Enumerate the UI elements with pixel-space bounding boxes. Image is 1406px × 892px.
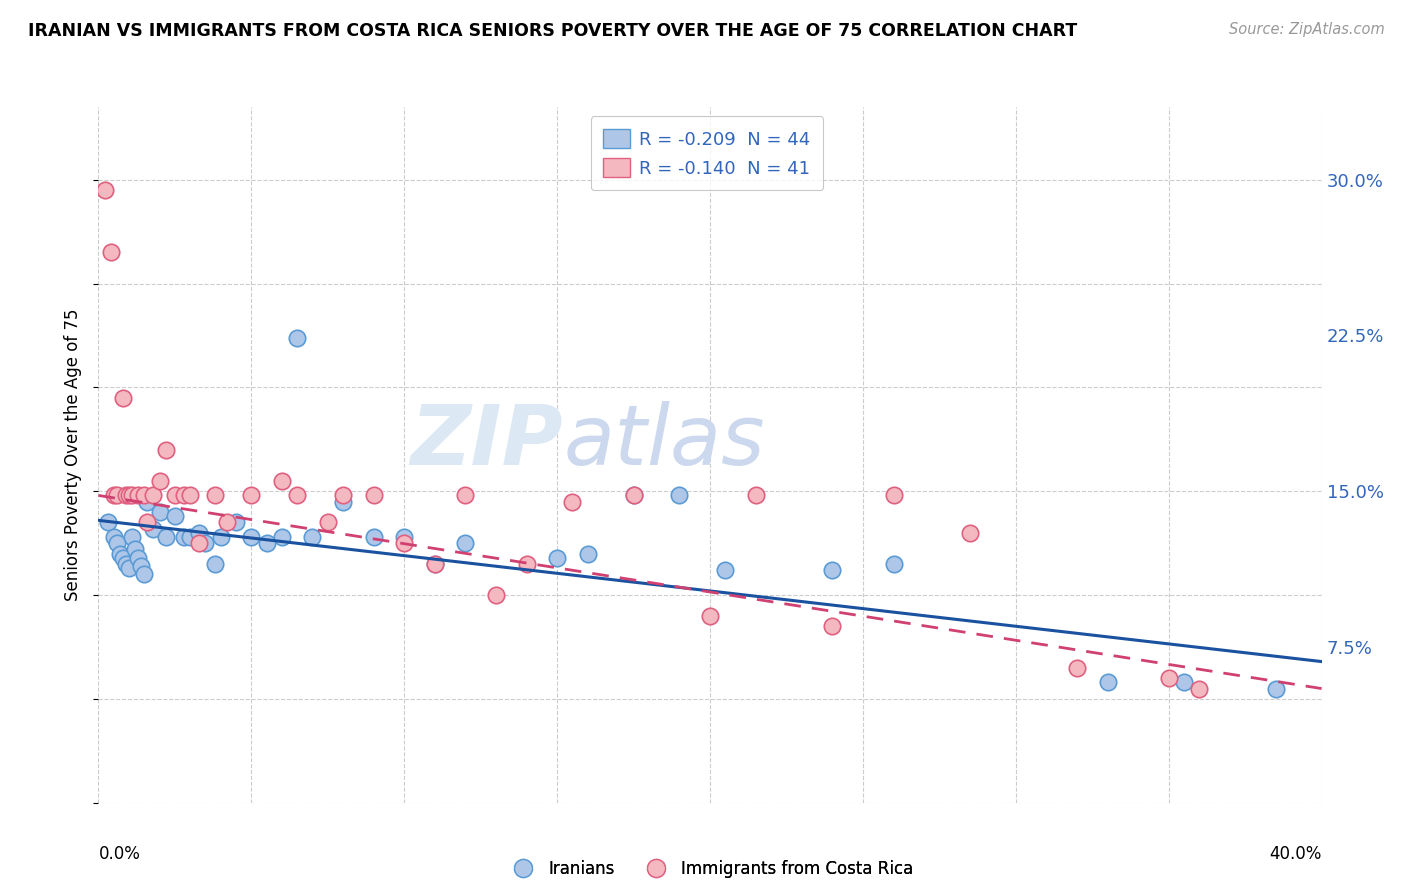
Point bbox=[301, 530, 323, 544]
Y-axis label: Seniors Poverty Over the Age of 75: Seniors Poverty Over the Age of 75 bbox=[65, 309, 83, 601]
Point bbox=[194, 536, 217, 550]
Point bbox=[103, 530, 125, 544]
Point bbox=[240, 488, 263, 502]
Point bbox=[149, 474, 172, 488]
Point bbox=[883, 557, 905, 571]
Point bbox=[1188, 681, 1211, 696]
Point bbox=[105, 536, 128, 550]
Point bbox=[561, 494, 583, 508]
Text: Source: ZipAtlas.com: Source: ZipAtlas.com bbox=[1229, 22, 1385, 37]
Point bbox=[363, 530, 385, 544]
Point bbox=[332, 488, 354, 502]
Point bbox=[1066, 661, 1088, 675]
Point bbox=[1173, 675, 1195, 690]
Point bbox=[959, 525, 981, 540]
Point bbox=[623, 488, 645, 502]
Point bbox=[454, 488, 477, 502]
Point bbox=[111, 550, 134, 565]
Point bbox=[188, 536, 211, 550]
Point bbox=[155, 442, 177, 457]
Point bbox=[485, 588, 508, 602]
Text: atlas: atlas bbox=[564, 401, 765, 482]
Point bbox=[1097, 675, 1119, 690]
Point bbox=[127, 550, 149, 565]
Text: ZIP: ZIP bbox=[411, 401, 564, 482]
Point bbox=[240, 530, 263, 544]
Point bbox=[714, 563, 737, 577]
Point bbox=[821, 619, 844, 633]
Point bbox=[129, 559, 152, 574]
Point bbox=[516, 557, 538, 571]
Point bbox=[173, 530, 195, 544]
Point bbox=[115, 488, 138, 502]
Point bbox=[270, 530, 292, 544]
Point bbox=[179, 530, 201, 544]
Point bbox=[883, 488, 905, 502]
Point bbox=[115, 557, 138, 571]
Point bbox=[149, 505, 172, 519]
Point bbox=[93, 183, 115, 197]
Point bbox=[121, 530, 143, 544]
Point bbox=[256, 536, 278, 550]
Point bbox=[97, 516, 120, 530]
Point bbox=[142, 522, 165, 536]
Point bbox=[423, 557, 446, 571]
Point bbox=[699, 608, 721, 623]
Point bbox=[1264, 681, 1286, 696]
Point bbox=[136, 494, 159, 508]
Point bbox=[142, 488, 165, 502]
Point bbox=[173, 488, 195, 502]
Point bbox=[155, 530, 177, 544]
Point bbox=[225, 516, 247, 530]
Point bbox=[270, 474, 292, 488]
Point bbox=[163, 488, 186, 502]
Point bbox=[100, 245, 122, 260]
Point bbox=[134, 488, 156, 502]
Point bbox=[108, 547, 131, 561]
Point bbox=[111, 391, 134, 405]
Point bbox=[118, 561, 141, 575]
Point bbox=[332, 494, 354, 508]
Point bbox=[576, 547, 599, 561]
Point bbox=[105, 488, 128, 502]
Point bbox=[118, 488, 141, 502]
Point bbox=[136, 516, 159, 530]
Point bbox=[134, 567, 156, 582]
Point bbox=[209, 530, 232, 544]
Point bbox=[188, 525, 211, 540]
Point bbox=[546, 550, 568, 565]
Point bbox=[316, 516, 339, 530]
Point bbox=[423, 557, 446, 571]
Point bbox=[668, 488, 690, 502]
Point bbox=[121, 488, 143, 502]
Text: 0.0%: 0.0% bbox=[98, 845, 141, 863]
Point bbox=[623, 488, 645, 502]
Point bbox=[204, 488, 226, 502]
Point bbox=[454, 536, 477, 550]
Legend: Iranians, Immigrants from Costa Rica: Iranians, Immigrants from Costa Rica bbox=[501, 854, 920, 885]
Point bbox=[124, 542, 146, 557]
Point bbox=[285, 488, 308, 502]
Point bbox=[745, 488, 768, 502]
Point bbox=[204, 557, 226, 571]
Point bbox=[103, 488, 125, 502]
Point bbox=[127, 488, 149, 502]
Text: IRANIAN VS IMMIGRANTS FROM COSTA RICA SENIORS POVERTY OVER THE AGE OF 75 CORRELA: IRANIAN VS IMMIGRANTS FROM COSTA RICA SE… bbox=[28, 22, 1077, 40]
Point bbox=[363, 488, 385, 502]
Point bbox=[821, 563, 844, 577]
Text: 40.0%: 40.0% bbox=[1270, 845, 1322, 863]
Point bbox=[1157, 671, 1180, 685]
Point bbox=[215, 516, 238, 530]
Point bbox=[285, 330, 308, 344]
Point bbox=[392, 530, 416, 544]
Point bbox=[179, 488, 201, 502]
Point bbox=[392, 536, 416, 550]
Point bbox=[163, 509, 186, 524]
